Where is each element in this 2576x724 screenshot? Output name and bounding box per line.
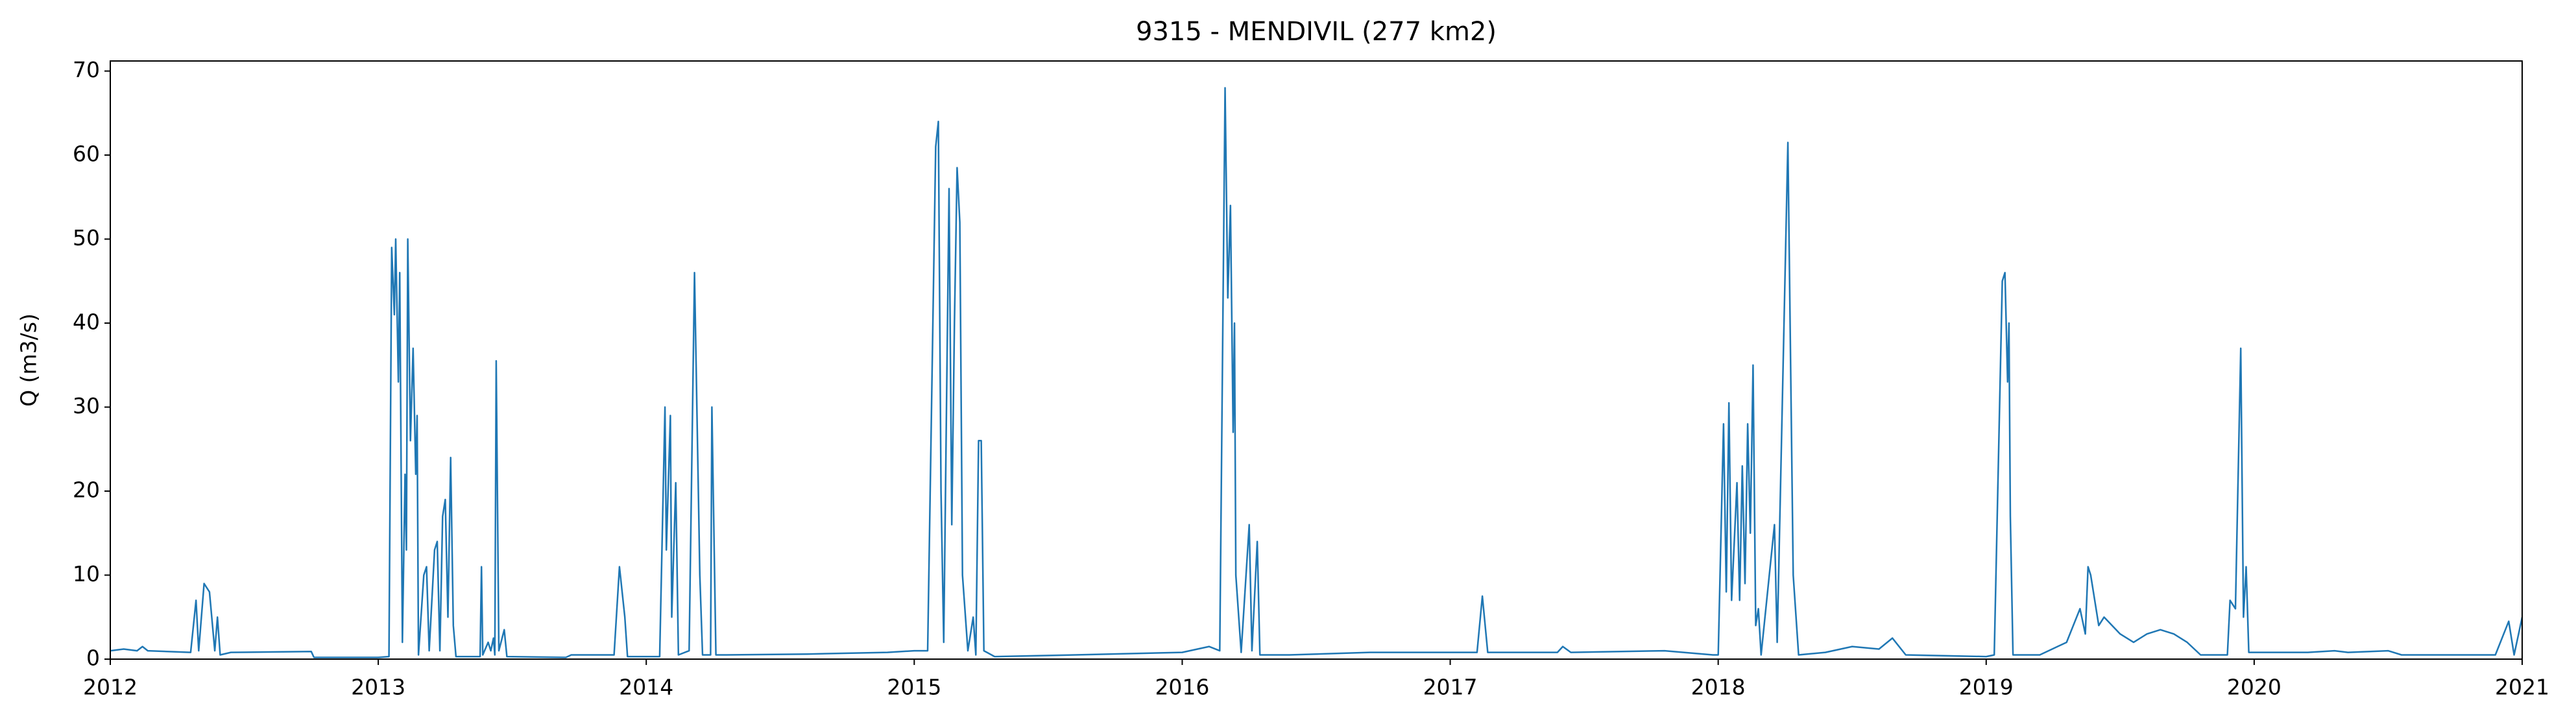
chart-title: 9315 - MENDIVIL (277 km2) bbox=[1136, 17, 1497, 47]
y-tick-label: 60 bbox=[73, 141, 100, 167]
y-tick-label: 10 bbox=[73, 561, 100, 586]
x-tick-label: 2016 bbox=[1155, 675, 1209, 700]
y-tick-label: 40 bbox=[73, 309, 100, 335]
x-tick-label: 2017 bbox=[1423, 675, 1478, 700]
plot-frame bbox=[110, 60, 2523, 660]
y-tick-label: 50 bbox=[73, 225, 100, 250]
x-tick-label: 2015 bbox=[887, 675, 941, 700]
x-tick-label: 2013 bbox=[351, 675, 405, 700]
x-tick-label: 2012 bbox=[83, 675, 138, 700]
y-tick-label: 70 bbox=[73, 57, 100, 82]
x-tick-label: 2018 bbox=[1691, 675, 1746, 700]
x-tick-label: 2019 bbox=[1959, 675, 2014, 700]
x-tick-label: 2020 bbox=[2227, 675, 2281, 700]
x-tick-label: 2014 bbox=[619, 675, 673, 700]
line-series bbox=[110, 87, 2523, 658]
y-tick-label: 20 bbox=[73, 477, 100, 503]
x-tick-label: 2021 bbox=[2495, 675, 2549, 700]
y-tick-label: 0 bbox=[86, 646, 100, 671]
y-axis-label: Q (m3/s) bbox=[16, 313, 42, 407]
y-tick-label: 30 bbox=[73, 393, 100, 418]
